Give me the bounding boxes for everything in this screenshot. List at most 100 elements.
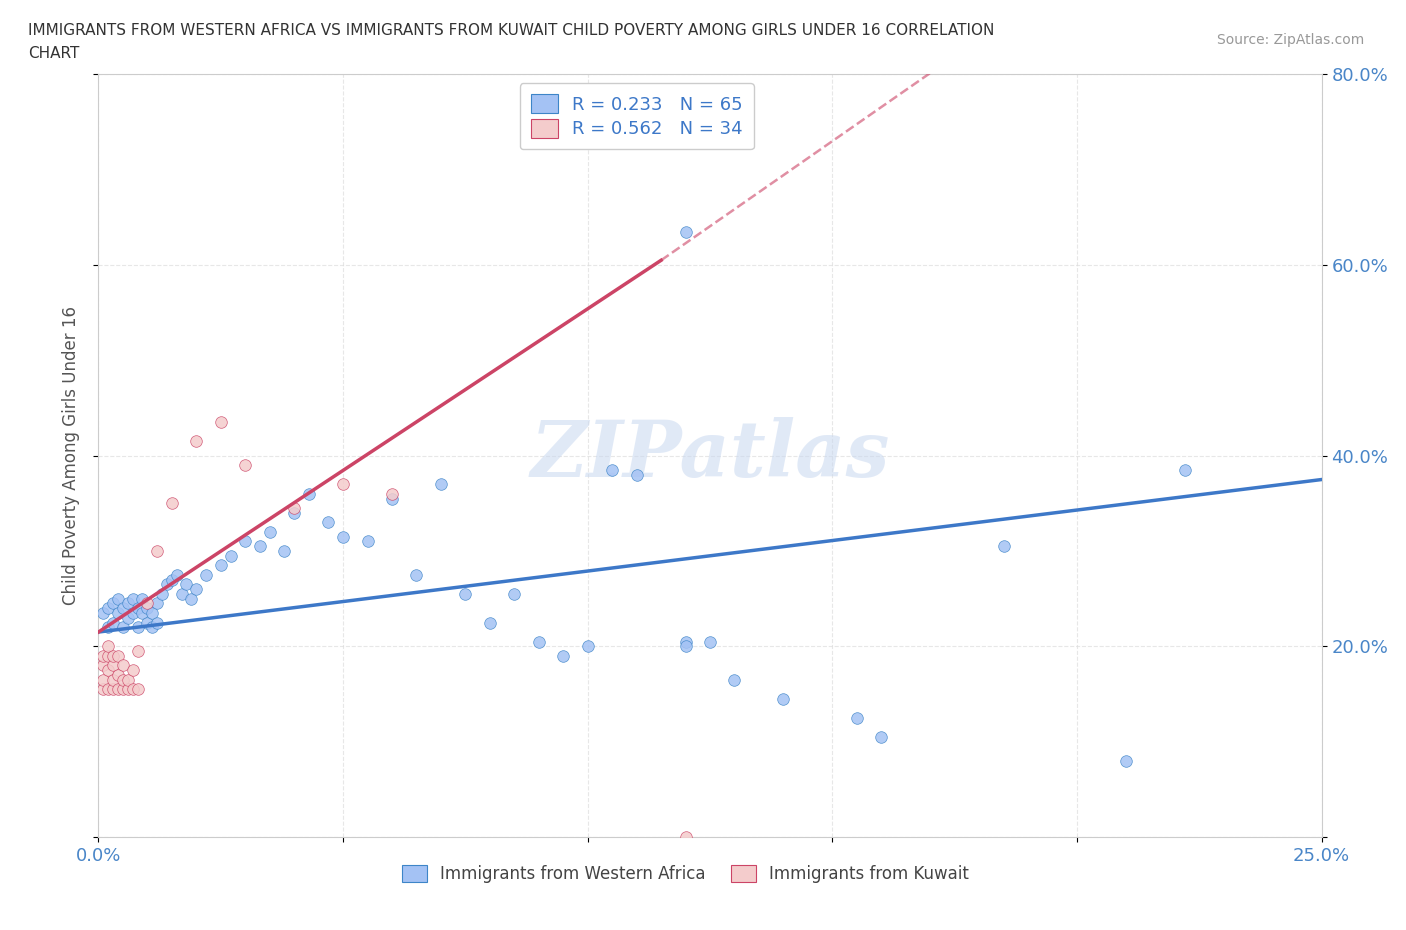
Point bbox=[219, 549, 242, 564]
Point bbox=[332, 529, 354, 544]
Point bbox=[430, 477, 453, 492]
Point bbox=[117, 596, 139, 611]
Point bbox=[97, 648, 120, 663]
Point bbox=[209, 558, 232, 573]
Legend: Immigrants from Western Africa, Immigrants from Kuwait: Immigrants from Western Africa, Immigran… bbox=[395, 858, 976, 890]
Point bbox=[111, 682, 134, 697]
Point bbox=[107, 591, 129, 606]
Point bbox=[233, 458, 256, 472]
Point bbox=[101, 658, 124, 673]
Point bbox=[97, 663, 120, 678]
Point bbox=[156, 577, 179, 591]
Point bbox=[97, 620, 120, 635]
Point bbox=[141, 605, 163, 620]
Point bbox=[131, 605, 153, 620]
Point bbox=[121, 663, 143, 678]
Point bbox=[723, 672, 745, 687]
Point bbox=[186, 582, 208, 597]
Point bbox=[845, 711, 868, 725]
Point bbox=[298, 486, 321, 501]
Point bbox=[131, 591, 153, 606]
Point bbox=[332, 477, 354, 492]
Point bbox=[91, 605, 114, 620]
Point bbox=[111, 658, 134, 673]
Point bbox=[121, 605, 143, 620]
Point bbox=[150, 587, 173, 602]
Point bbox=[405, 567, 427, 582]
Point bbox=[600, 462, 623, 477]
Point bbox=[176, 577, 198, 591]
Point bbox=[249, 538, 271, 553]
Point bbox=[160, 572, 183, 587]
Point bbox=[146, 615, 169, 630]
Point bbox=[576, 639, 599, 654]
Text: IMMIGRANTS FROM WESTERN AFRICA VS IMMIGRANTS FROM KUWAIT CHILD POVERTY AMONG GIR: IMMIGRANTS FROM WESTERN AFRICA VS IMMIGR… bbox=[28, 23, 994, 38]
Text: Source: ZipAtlas.com: Source: ZipAtlas.com bbox=[1216, 33, 1364, 46]
Point bbox=[259, 525, 281, 539]
Point bbox=[111, 601, 134, 616]
Point bbox=[180, 591, 202, 606]
Point bbox=[117, 672, 139, 687]
Point bbox=[283, 506, 305, 521]
Point bbox=[111, 672, 134, 687]
Point bbox=[97, 639, 120, 654]
Point bbox=[141, 620, 163, 635]
Point bbox=[121, 591, 143, 606]
Point bbox=[136, 601, 159, 616]
Point bbox=[101, 615, 124, 630]
Point bbox=[626, 467, 648, 482]
Point bbox=[107, 648, 129, 663]
Point bbox=[97, 682, 120, 697]
Point bbox=[117, 610, 139, 625]
Point bbox=[170, 587, 193, 602]
Point bbox=[166, 567, 188, 582]
Point bbox=[91, 672, 114, 687]
Point bbox=[101, 648, 124, 663]
Point bbox=[91, 682, 114, 697]
Y-axis label: Child Poverty Among Girls Under 16: Child Poverty Among Girls Under 16 bbox=[62, 306, 80, 605]
Point bbox=[356, 534, 378, 549]
Point bbox=[127, 601, 149, 616]
Point bbox=[101, 596, 124, 611]
Point bbox=[117, 682, 139, 697]
Point bbox=[675, 830, 697, 844]
Point bbox=[318, 515, 340, 530]
Point bbox=[381, 486, 404, 501]
Point bbox=[136, 596, 159, 611]
Point bbox=[675, 224, 697, 239]
Point bbox=[127, 682, 149, 697]
Point bbox=[107, 682, 129, 697]
Point bbox=[381, 491, 404, 506]
Point bbox=[772, 691, 794, 706]
Point bbox=[146, 543, 169, 558]
Point bbox=[107, 668, 129, 683]
Point bbox=[111, 620, 134, 635]
Text: ZIPatlas: ZIPatlas bbox=[530, 418, 890, 494]
Point bbox=[233, 534, 256, 549]
Point bbox=[107, 605, 129, 620]
Point bbox=[675, 634, 697, 649]
Point bbox=[186, 434, 208, 449]
Point bbox=[127, 644, 149, 658]
Point bbox=[870, 729, 893, 744]
Point bbox=[454, 587, 477, 602]
Point bbox=[675, 639, 697, 654]
Point bbox=[195, 567, 218, 582]
Point bbox=[553, 648, 575, 663]
Point bbox=[699, 634, 721, 649]
Point bbox=[478, 615, 501, 630]
Point bbox=[91, 658, 114, 673]
Point bbox=[101, 672, 124, 687]
Point bbox=[1174, 462, 1197, 477]
Point bbox=[136, 615, 159, 630]
Point bbox=[503, 587, 526, 602]
Point bbox=[1115, 753, 1137, 768]
Point bbox=[209, 415, 232, 430]
Point bbox=[527, 634, 550, 649]
Point bbox=[993, 538, 1015, 553]
Point bbox=[97, 601, 120, 616]
Point bbox=[101, 682, 124, 697]
Text: CHART: CHART bbox=[28, 46, 80, 61]
Point bbox=[146, 596, 169, 611]
Point bbox=[91, 648, 114, 663]
